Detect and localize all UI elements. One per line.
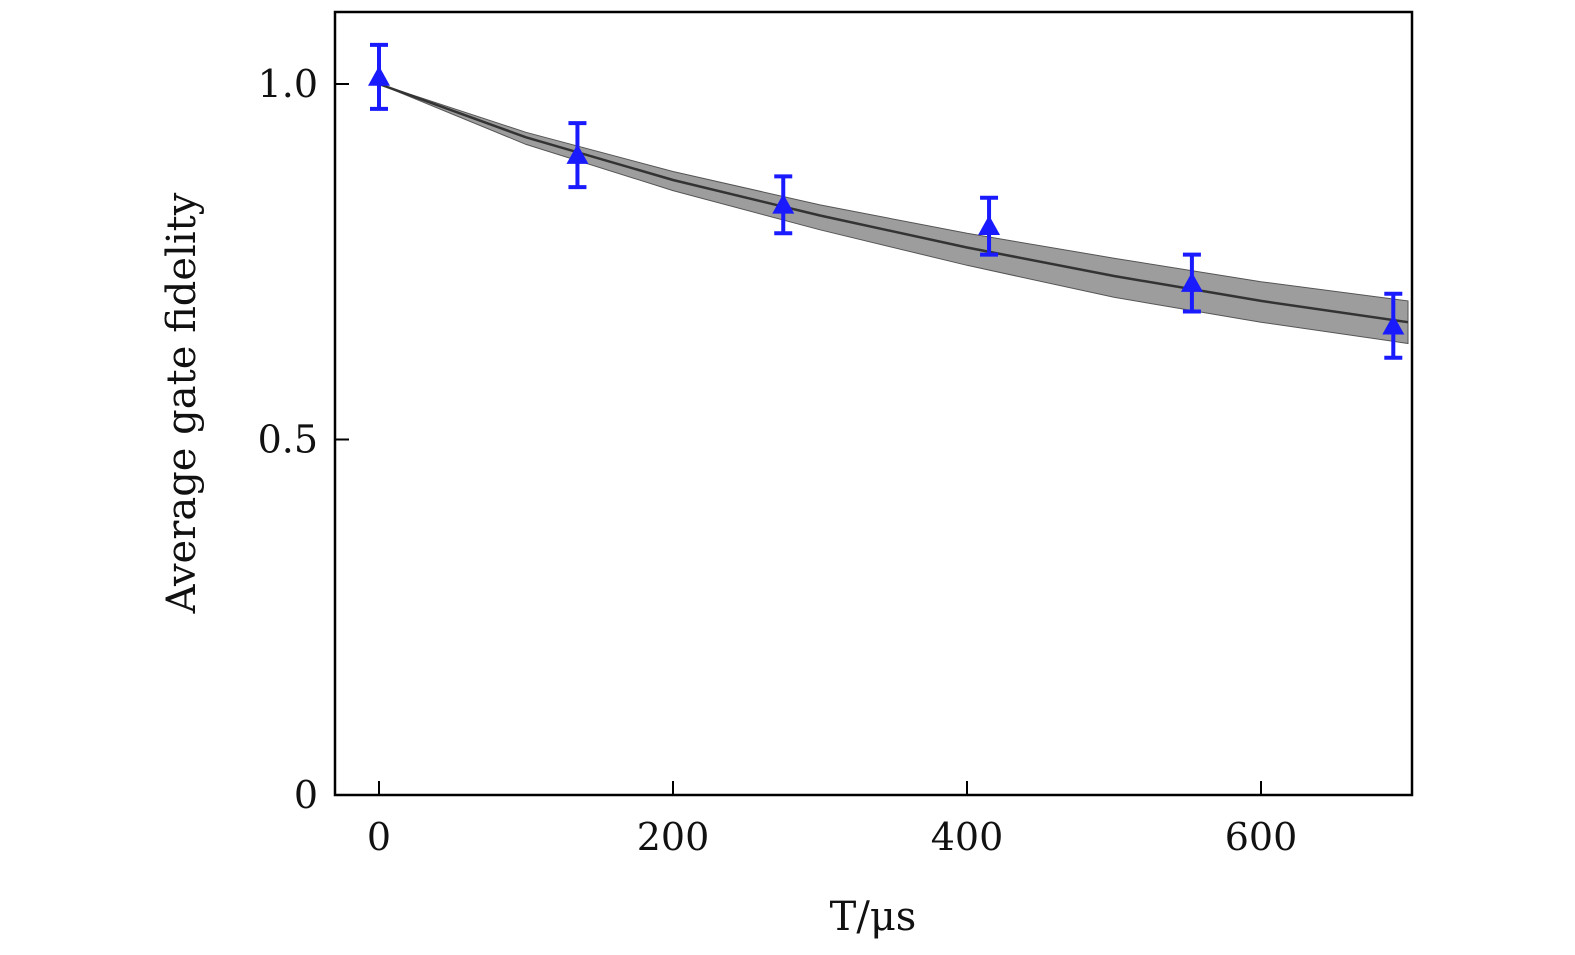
- fit-line: [378, 82, 1409, 324]
- y-tick-label: 1.0: [258, 62, 318, 106]
- data-point: [978, 195, 1001, 257]
- x-tick-label: 200: [637, 815, 710, 859]
- triangle-marker: [368, 65, 390, 86]
- triangle-marker: [566, 144, 589, 164]
- data-point: [772, 174, 795, 236]
- data-points-layer: [368, 42, 1405, 360]
- confidence-band-layer: [378, 83, 1409, 345]
- y-tick-label: 0.5: [258, 418, 318, 462]
- y-axis-ticks: 0 0.5 1.0: [258, 62, 349, 817]
- x-axis-title: T/μs: [830, 894, 917, 940]
- x-tick-label: 400: [931, 815, 1004, 859]
- data-point: [1382, 291, 1405, 360]
- x-axis-ticks: 0 200 400 600: [367, 781, 1297, 859]
- x-tick-label: 600: [1225, 815, 1298, 859]
- fit-line-layer: [378, 82, 1409, 324]
- triangle-marker: [1382, 314, 1405, 335]
- triangle-marker: [772, 193, 795, 214]
- x-tick-label: 0: [367, 815, 391, 859]
- y-axis-title: Average gate fidelity: [159, 192, 205, 614]
- data-point: [1180, 252, 1203, 314]
- data-point: [368, 42, 390, 111]
- triangle-marker: [978, 215, 1001, 235]
- plot-frame: [333, 10, 1414, 797]
- data-point: [566, 121, 589, 190]
- triangle-marker: [1180, 272, 1203, 292]
- y-tick-label: 0: [294, 773, 318, 817]
- confidence-band: [378, 83, 1409, 345]
